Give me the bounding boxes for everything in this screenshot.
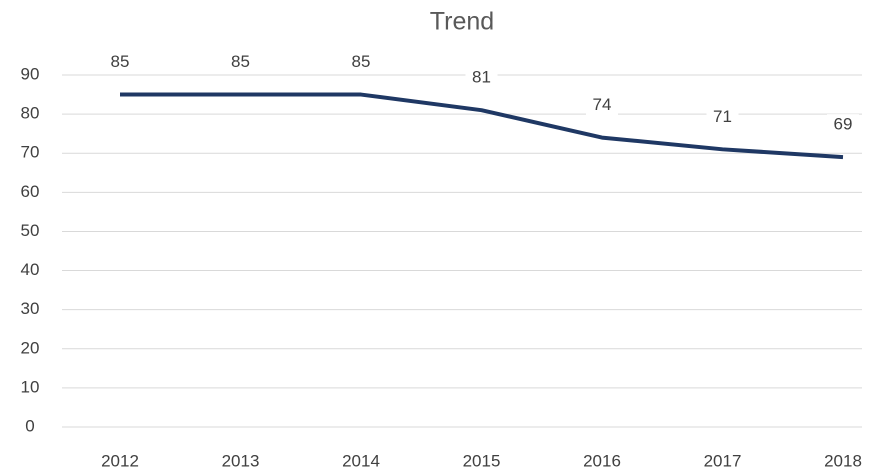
chart-title: Trend bbox=[430, 8, 494, 36]
data-label: 74 bbox=[593, 95, 612, 114]
x-tick-label: 2012 bbox=[101, 451, 139, 470]
x-tick-label: 2013 bbox=[222, 451, 260, 470]
y-tick-label: 0 bbox=[25, 416, 34, 435]
data-line bbox=[120, 92, 844, 160]
data-label-bg bbox=[827, 114, 859, 137]
data-label-bg bbox=[586, 94, 618, 117]
x-tick-label: 2015 bbox=[463, 451, 501, 470]
y-tick-label: 60 bbox=[21, 182, 40, 201]
data-label-bg bbox=[465, 67, 498, 90]
data-label: 85 bbox=[111, 52, 130, 71]
y-tick-label: 50 bbox=[21, 221, 40, 240]
data-label-bg bbox=[345, 51, 377, 74]
data-label-bg bbox=[224, 51, 257, 74]
x-tick-label: 2017 bbox=[704, 451, 742, 470]
data-label: 71 bbox=[713, 107, 732, 126]
y-tick-label: 90 bbox=[21, 64, 40, 83]
data-label-bg bbox=[104, 51, 136, 74]
data-label-bg bbox=[706, 106, 739, 129]
y-tick-label: 10 bbox=[21, 377, 40, 396]
x-tick-label: 2018 bbox=[824, 451, 862, 470]
y-tick-label: 20 bbox=[21, 338, 40, 357]
y-tick-label: 80 bbox=[21, 104, 40, 123]
y-tick-label: 40 bbox=[21, 260, 40, 279]
data-label: 69 bbox=[834, 115, 853, 134]
data-label: 85 bbox=[352, 52, 371, 71]
data-label: 85 bbox=[231, 52, 250, 71]
x-tick-label: 2014 bbox=[342, 451, 380, 470]
y-tick-label: 30 bbox=[21, 299, 40, 318]
x-tick-label: 2016 bbox=[583, 451, 621, 470]
data-label: 81 bbox=[472, 68, 491, 87]
y-tick-label: 70 bbox=[21, 143, 40, 162]
